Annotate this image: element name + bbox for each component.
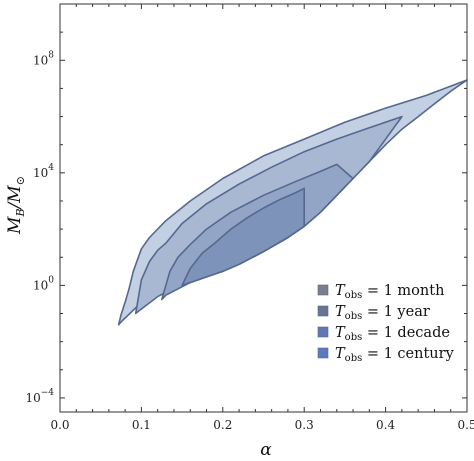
axis-ticks: 0.0 0.1 0.2 0.3 0.4 0.5 10−4 100 104 108 [25, 3, 474, 432]
legend-label: Tobs = 1 century [335, 346, 455, 364]
legend-label: Tobs = 1 year [335, 304, 430, 322]
regions [117, 79, 468, 326]
x-tick-label: 0.0 [50, 418, 69, 432]
legend-swatch [317, 305, 329, 317]
legend-swatch [317, 284, 329, 296]
y-tick-label: 108 [33, 50, 54, 67]
x-tick-label: 0.5 [457, 418, 474, 432]
plot-frame [59, 3, 468, 413]
legend: Tobs = 1 month Tobs = 1 year Tobs = 1 deca… [317, 283, 455, 364]
x-axis-label: α [260, 440, 272, 460]
x-tick-label: 0.2 [213, 418, 232, 432]
legend-label: Tobs = 1 decade [335, 325, 450, 343]
region-series-3 [181, 187, 305, 287]
legend-swatch [317, 347, 329, 359]
x-tick-label: 0.3 [295, 418, 314, 432]
x-tick-label: 0.4 [376, 418, 395, 432]
x-tick-label: 0.1 [132, 418, 151, 432]
legend-swatch [317, 326, 329, 338]
y-tick-label: 100 [33, 275, 54, 292]
y-tick-label: 104 [33, 163, 54, 180]
y-axis-label: MB/M⊙ [5, 176, 27, 235]
legend-label: Tobs = 1 month [335, 283, 444, 301]
y-tick-label: 10−4 [25, 388, 54, 405]
